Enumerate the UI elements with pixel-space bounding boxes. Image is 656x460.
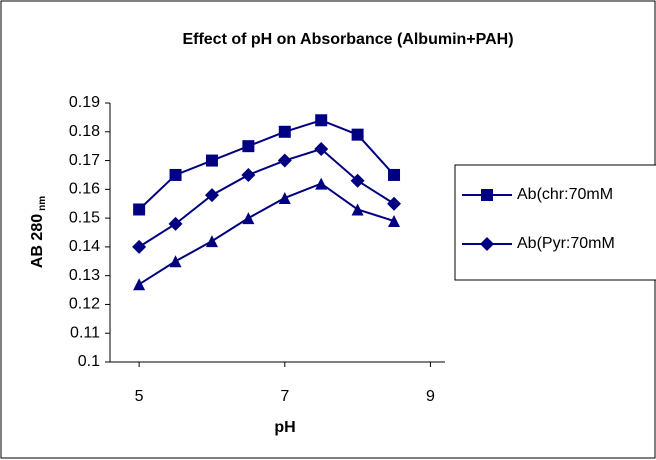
data-point [205,235,218,248]
legend [454,164,656,281]
data-point [278,191,291,204]
data-point [204,188,219,203]
x-axis-label: pH [274,419,295,436]
series-line [138,119,395,211]
data-point [168,216,183,231]
y-axis-label-sub: nm [37,196,48,211]
y-axis-label: AB 280 nm [29,196,47,268]
legend-label: Ab(chr:70mM [517,186,613,203]
y-axis-label-main: AB 280 [29,214,46,268]
data-point [351,203,364,216]
y-tick-label: 0.18 [69,123,100,140]
data-point [351,128,364,141]
legend-marker [481,189,493,201]
data-point [278,125,291,138]
data-point [133,278,146,291]
data-point [315,177,328,190]
y-tick-label: 0.15 [69,209,100,226]
x-tick-label: 9 [426,388,435,405]
x-tick-label: 5 [135,388,144,405]
data-point [169,255,182,268]
data-point [388,214,401,227]
series-line [138,182,395,286]
y-tick-label: 0.14 [69,238,100,255]
y-tick-label: 0.1 [78,353,100,370]
y-tick-label: 0.19 [69,94,100,111]
legend-label: Ab(Pyr:70mM [517,235,615,252]
data-point [205,154,218,167]
data-point [314,142,329,157]
data-point [241,167,256,182]
data-point [133,203,146,216]
data-point [132,239,147,254]
y-tick-label: 0.16 [69,181,100,198]
data-point [242,212,255,225]
legend-marker [480,237,494,251]
data-point [350,173,365,188]
x-tick-label: 7 [280,388,289,405]
y-tick-label: 0.13 [69,267,100,284]
data-point [387,196,402,211]
data-point [242,140,255,153]
series-line [138,147,395,248]
y-tick-label: 0.17 [69,152,100,169]
y-tick-label: 0.11 [70,324,100,341]
y-tick-label: 0.12 [69,296,100,313]
data-point [169,168,182,181]
data-point [277,153,292,168]
data-point [315,114,328,127]
data-point [388,168,401,181]
chart-title: Effect of pH on Absorbance (Albumin+PAH) [182,31,513,48]
